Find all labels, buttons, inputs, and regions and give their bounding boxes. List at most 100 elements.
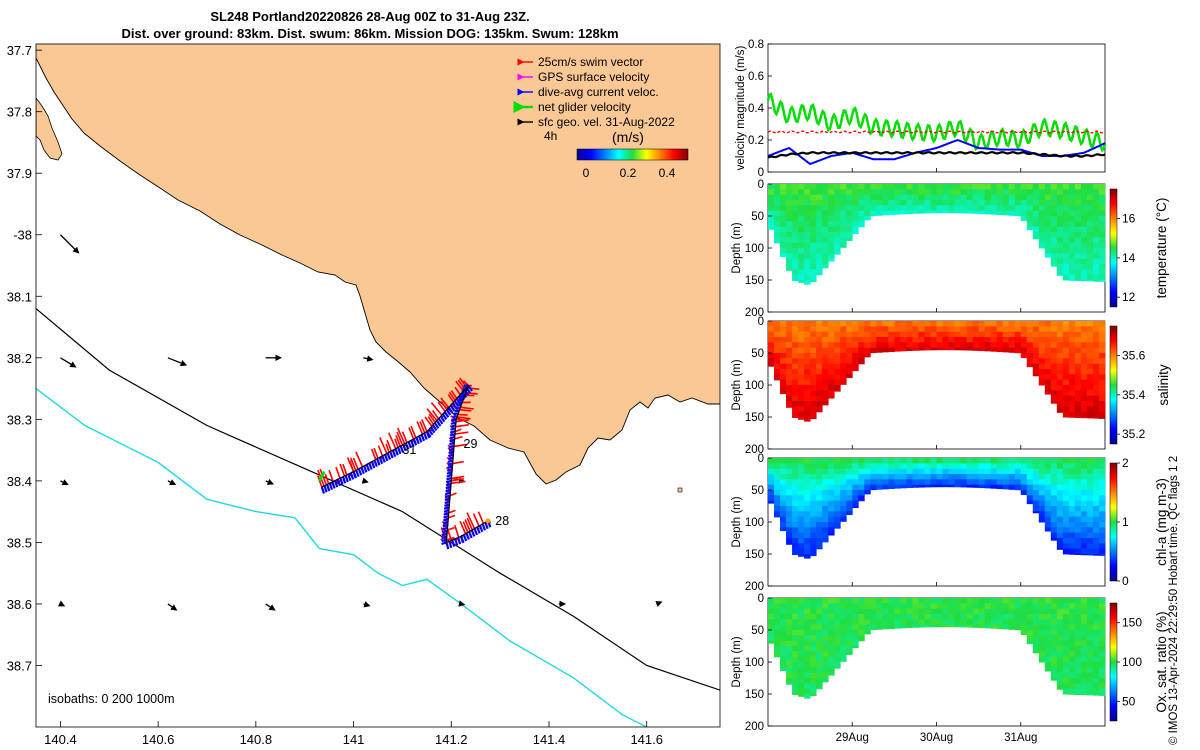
- section-cell: [882, 619, 889, 626]
- section-cell: [1026, 458, 1034, 464]
- section-cell: [1056, 608, 1064, 615]
- section-cell: [1008, 479, 1016, 486]
- section-cell: [918, 603, 925, 610]
- section-cell: [1038, 221, 1046, 228]
- section-cell: [792, 385, 799, 391]
- section-cell: [828, 347, 835, 354]
- section-cell: [936, 619, 943, 626]
- section-cell: [846, 369, 853, 375]
- section-cell: [912, 210, 919, 214]
- section-cell: [798, 495, 805, 502]
- section-cell: [942, 484, 949, 488]
- section-cell: [1074, 379, 1082, 386]
- section-cell: [852, 337, 859, 343]
- section-cell: [930, 458, 937, 464]
- section-cell: [804, 353, 811, 359]
- section-cell: [1098, 417, 1106, 419]
- section-cell: [1074, 479, 1082, 486]
- section-cell: [786, 390, 793, 397]
- section-cell: [810, 506, 817, 512]
- section-cell: [1068, 490, 1076, 496]
- section-cell: [1086, 484, 1094, 491]
- section-cell: [1098, 527, 1106, 534]
- section-cell: [1008, 326, 1016, 333]
- section-cell: [768, 619, 775, 626]
- section-cell: [822, 651, 829, 658]
- section-cell: [1020, 463, 1028, 470]
- current-vector: [363, 465, 368, 473]
- section-cell: [1056, 406, 1064, 413]
- section-cell: [1086, 458, 1094, 464]
- section-cell: [810, 205, 817, 212]
- section-cell: [1026, 463, 1034, 470]
- section-cell: [1008, 342, 1016, 349]
- section-cell: [798, 667, 805, 674]
- section-cell: [1068, 258, 1076, 265]
- section-cell: [1068, 543, 1076, 550]
- section-cell: [834, 490, 841, 496]
- section-cell: [828, 522, 835, 528]
- section-cell: [1026, 205, 1034, 212]
- section-cell: [918, 200, 925, 206]
- section-cell: [936, 347, 943, 351]
- section-ytick-label: 150: [745, 275, 764, 287]
- section-cell: [978, 484, 986, 489]
- section-cell: [930, 189, 937, 196]
- section-cell: [798, 363, 805, 370]
- section-cell: [1026, 640, 1034, 645]
- map-xtick-label: 141.2: [435, 732, 468, 747]
- section-cell: [1074, 321, 1082, 327]
- section-cell: [954, 608, 961, 615]
- section-cell: [882, 194, 889, 201]
- section-cell: [804, 395, 811, 402]
- section-cell: [912, 326, 919, 333]
- section-cell: [774, 614, 781, 620]
- section-cell: [1074, 548, 1082, 555]
- colorbar-tick-label: 0: [1122, 574, 1129, 588]
- section-cell: [804, 401, 811, 407]
- section-cell: [1092, 280, 1100, 282]
- section-cell: [936, 603, 943, 610]
- section-cell: [900, 189, 907, 196]
- section-cell: [978, 331, 986, 338]
- section-cell: [882, 468, 889, 475]
- section-cell: [816, 226, 823, 233]
- section-cell: [792, 500, 799, 507]
- section-cell: [912, 474, 919, 480]
- section-colorbar: [1109, 188, 1118, 308]
- surface-current-arrow: [363, 355, 374, 362]
- section-cell: [1068, 411, 1076, 418]
- section-cell: [834, 253, 841, 255]
- section-cell: [786, 463, 793, 470]
- section-cell: [882, 342, 889, 349]
- section-cell: [828, 390, 835, 397]
- section-cell: [906, 184, 913, 190]
- section-cell: [810, 667, 817, 674]
- section-cell: [804, 342, 811, 349]
- swim-vector: [446, 536, 455, 541]
- section-cell: [840, 474, 847, 480]
- section-cell: [978, 458, 986, 464]
- section-cell: [804, 280, 811, 285]
- section-cell: [876, 468, 883, 475]
- section-cell: [816, 326, 823, 333]
- section-cell: [852, 506, 859, 509]
- section-cell: [1062, 619, 1070, 626]
- section-cell: [882, 474, 889, 480]
- section-cell: [1092, 468, 1100, 475]
- section-cell: [1032, 347, 1040, 354]
- section-cell: [1032, 363, 1040, 370]
- section-cell: [1056, 656, 1064, 663]
- section-cell: [1080, 242, 1088, 249]
- current-vector: [453, 400, 460, 407]
- section-cell: [1002, 331, 1010, 338]
- section-cell: [780, 484, 787, 491]
- section-cell: [960, 194, 967, 201]
- section-cell: [1098, 538, 1106, 544]
- section-cell: [840, 326, 847, 333]
- section-cell: [1092, 656, 1100, 663]
- section-cell: [1080, 672, 1088, 679]
- current-vector: [445, 485, 452, 490]
- section-cell: [1092, 331, 1100, 338]
- section-cell: [798, 264, 805, 270]
